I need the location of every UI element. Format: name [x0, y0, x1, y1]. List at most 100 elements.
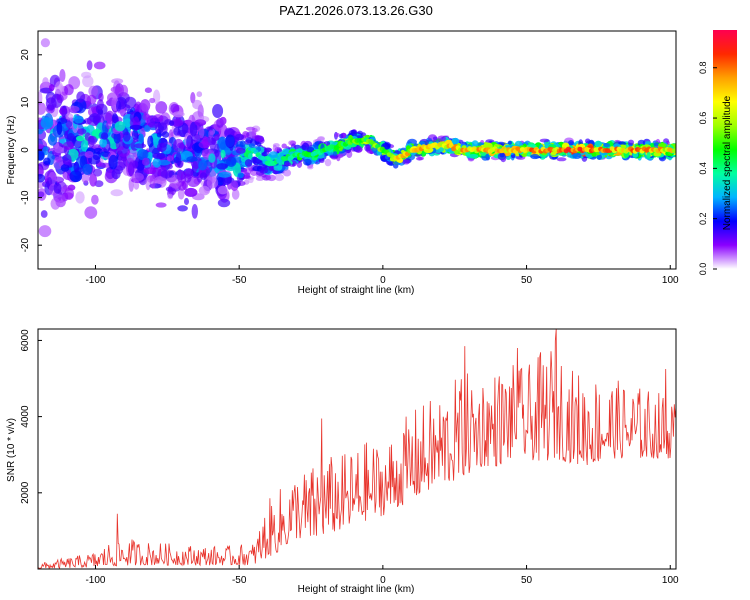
spectrogram-y-label: Frequency (Hz)	[6, 116, 17, 185]
colorbar-tick-label: 0.8	[698, 61, 708, 74]
spectrogram-cell	[142, 112, 151, 121]
snr-background	[38, 329, 676, 569]
spectrogram-cell	[56, 94, 64, 104]
colorbar-bar	[713, 30, 737, 269]
spectrogram-cell	[217, 185, 229, 195]
y-tick-label: 2000	[20, 481, 31, 504]
spectrogram-cell	[80, 140, 88, 152]
spectrogram-cell	[244, 159, 253, 167]
spectrogram-cell	[144, 125, 151, 132]
spectrogram-cell	[158, 159, 171, 166]
spectrogram-cell	[198, 159, 207, 171]
spectrogram-cell	[40, 38, 51, 48]
spectrogram-cell	[255, 176, 265, 181]
spectrogram-cell	[54, 81, 64, 95]
spectrogram-cell	[129, 124, 143, 130]
spectrogram-cell	[112, 114, 119, 124]
spectrogram-cell	[603, 143, 610, 148]
spectrogram-cell	[591, 152, 597, 157]
spectrogram-cell	[99, 138, 107, 148]
spectrogram-x-ticks: -100 -50 0 50 100	[85, 265, 679, 286]
x-tick-label: 100	[662, 275, 679, 286]
spectrogram-cell	[234, 133, 244, 141]
spectrogram-cell	[437, 135, 446, 142]
spectrogram-cell	[172, 138, 185, 153]
snr-frame	[37, 328, 677, 570]
spectrogram-cell	[217, 198, 231, 208]
spectrogram-cell	[284, 162, 292, 167]
spectrogram-cell	[438, 147, 444, 153]
spectrogram-cell	[145, 176, 151, 191]
spectrogram-cell	[75, 191, 85, 204]
spectrogram-cell	[84, 151, 94, 158]
spectrogram-cell	[91, 194, 99, 205]
spectrogram-cell	[160, 169, 173, 179]
spectrogram-ridge-cell	[260, 155, 266, 161]
spectrogram-cell	[572, 152, 582, 159]
spectrogram-cell	[100, 132, 109, 140]
spectrogram-cell	[69, 170, 83, 183]
spectrogram-y-ticks: -20 -10 0 10 20	[20, 49, 42, 252]
spectrogram-cell	[230, 180, 239, 192]
spectrogram-cell	[334, 132, 340, 137]
spectrogram-cell	[67, 105, 80, 113]
spectrogram-cell	[93, 61, 106, 70]
snr-y-label: SNR (10 * v/v)	[6, 418, 17, 482]
spectrogram-cell	[77, 128, 87, 135]
spectrogram-cell	[111, 78, 124, 84]
spectrogram-cell	[418, 156, 424, 161]
spectrogram-x-label: Height of straight line (km)	[298, 285, 415, 296]
spectrogram-cell	[206, 176, 219, 189]
spectrogram-cell	[471, 140, 479, 147]
spectrogram-cell	[132, 129, 139, 141]
spectrogram-cell	[42, 77, 49, 87]
spectrogram-cell	[108, 154, 118, 170]
spectrogram-cell	[38, 102, 47, 115]
spectrogram-cell	[177, 169, 183, 183]
spectrogram-cell	[231, 188, 240, 200]
spectrogram-cell	[156, 142, 167, 152]
spectrogram-cell	[245, 126, 256, 131]
spectrogram-cell	[73, 161, 80, 173]
y-tick-label: 4000	[20, 405, 31, 428]
spectrogram-cell	[38, 91, 43, 105]
spectrogram-cell	[63, 141, 74, 150]
spectrogram-cell	[132, 160, 139, 169]
spectrogram-cell	[86, 60, 93, 71]
spectrogram-cell	[248, 143, 255, 148]
spectrogram-cell	[653, 151, 662, 157]
spectrogram-cell	[184, 187, 198, 197]
spectrogram-cell	[124, 96, 137, 109]
spectrogram-cell	[281, 143, 287, 149]
x-tick-label: -50	[232, 275, 247, 286]
spectrogram-cell	[142, 157, 150, 166]
spectrogram-cell	[143, 167, 156, 175]
spectrogram-cell	[119, 84, 129, 97]
spectrogram-cell	[38, 191, 45, 198]
spectrogram-cell	[219, 116, 227, 125]
spectrogram-cell	[269, 165, 275, 172]
spectrogram-cell	[117, 153, 128, 169]
figure-title: PAZ1.2026.073.13.26.G30	[279, 3, 433, 18]
snr-y-ticks: 2000 4000 6000	[20, 329, 42, 504]
spectrogram-cell	[149, 174, 156, 189]
spectrogram-cell	[73, 115, 84, 124]
spectrogram-cell	[194, 119, 207, 126]
spectrogram-cell	[274, 173, 284, 182]
spectrogram-cell	[514, 140, 523, 148]
spectrogram-cell	[49, 84, 55, 92]
spectrogram-cell	[214, 134, 220, 141]
spectrogram-cell	[340, 132, 347, 139]
spectrogram-cell	[133, 143, 147, 149]
spectrogram-cell	[198, 141, 211, 149]
spectrogram-cell	[216, 163, 229, 170]
spectrogram-cell	[60, 164, 70, 172]
spectrogram-cell	[50, 197, 61, 210]
spectrogram-cell	[354, 145, 363, 153]
spectrogram-cell	[156, 132, 162, 138]
spectrogram-cell	[254, 135, 265, 143]
x-tick-label: 50	[521, 275, 533, 286]
spectrogram-cell	[337, 153, 344, 158]
spectrogram-cell	[596, 154, 602, 161]
